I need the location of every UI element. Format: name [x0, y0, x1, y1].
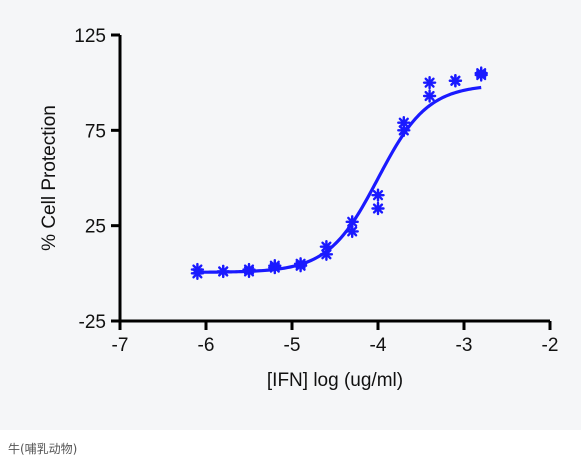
- dose-response-chart: -7 -6 -5 -4 -3 -2 -25 25 75 125 [IFN] log (ug/ml)…: [39, 26, 558, 391]
- data-point: [190, 266, 205, 281]
- x-axis-label: [IFN] log (ug/ml): [267, 370, 403, 391]
- data-point: [268, 260, 282, 275]
- chart-panel: -7 -6 -5 -4 -3 -2 -25 25 75 125 [IFN] log (ug/ml)…: [39, 26, 559, 391]
- x-tick-label: -7: [112, 335, 129, 356]
- y-axis-label: % Cell Protection: [39, 105, 60, 251]
- data-point: [397, 123, 411, 138]
- data-point: [319, 247, 334, 261]
- data-point: [448, 74, 463, 88]
- x-tick-label: -3: [456, 335, 473, 356]
- data-point: [371, 201, 385, 216]
- y-tick-label: -25: [79, 312, 106, 333]
- data-point: [345, 224, 359, 239]
- y-tick-label: 125: [74, 26, 106, 47]
- image-caption: 牛(哺乳动物): [8, 442, 78, 456]
- data-point: [293, 259, 308, 273]
- fit-curve-layer: [197, 85, 482, 274]
- axes: -7 -6 -5 -4 -3 -2 -25 25 75 125: [74, 26, 558, 356]
- y-tick-label: 25: [85, 217, 106, 238]
- x-tick-label: -4: [370, 335, 387, 356]
- data-point: [242, 264, 256, 279]
- data-point: [474, 68, 488, 82]
- y-tick-label: 75: [85, 121, 106, 142]
- data-point: [422, 75, 437, 90]
- data-point: [422, 89, 437, 103]
- x-tick-label: -6: [198, 335, 215, 356]
- data-point: [371, 188, 385, 202]
- data-point: [216, 264, 230, 279]
- x-tick-label: -5: [284, 335, 301, 356]
- data-points-layer: [190, 66, 488, 281]
- x-tick-label: -2: [542, 335, 559, 356]
- fit-curve: [197, 85, 482, 274]
